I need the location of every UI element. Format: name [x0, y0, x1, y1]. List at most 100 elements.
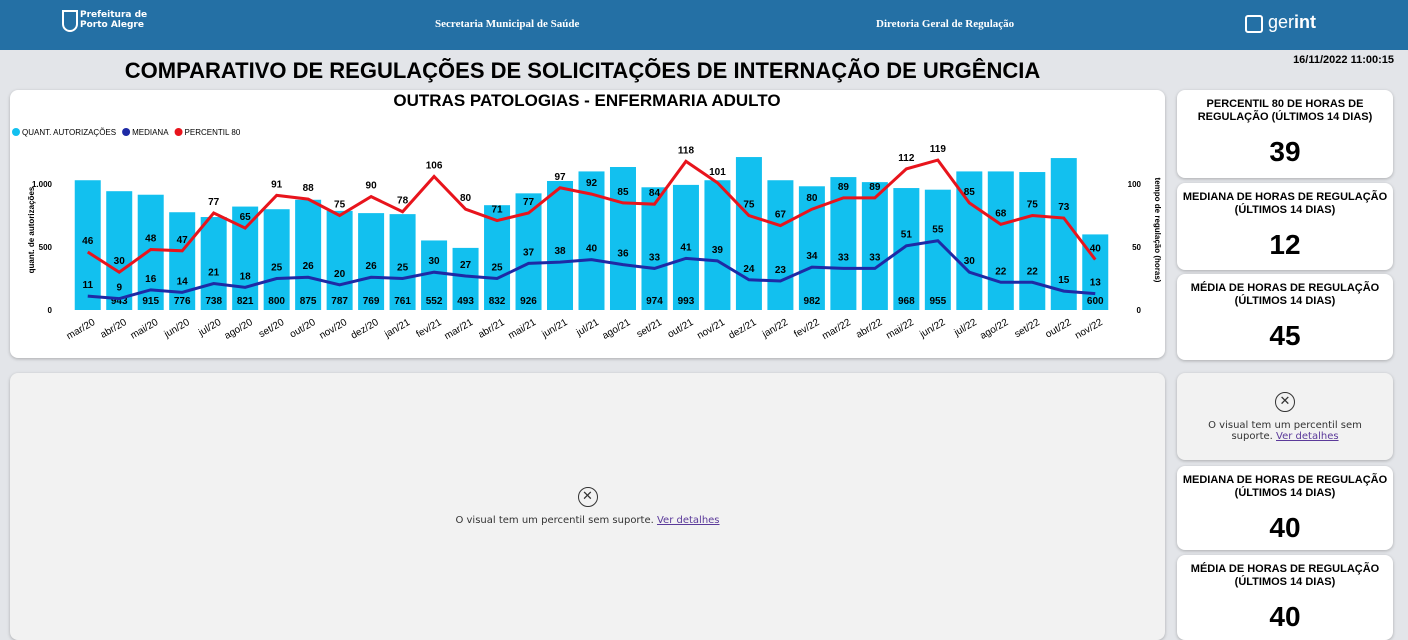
org-name: Prefeitura de	[80, 10, 148, 20]
y2-tick-label: 100	[1128, 180, 1142, 189]
line-label: 30	[429, 256, 441, 267]
line-label: 51	[901, 230, 913, 241]
line-label: 75	[1027, 200, 1039, 211]
line-label: 73	[1058, 202, 1070, 213]
bar-label: 943	[111, 296, 128, 307]
header: Prefeitura de Porto Alegre Secretaria Mun…	[0, 0, 1408, 50]
line-label: 97	[554, 172, 566, 183]
line-label: 41	[680, 242, 692, 253]
x-tick-label: out/22	[1044, 317, 1074, 341]
line-label: 90	[366, 181, 378, 192]
line-label: 40	[586, 244, 598, 255]
line-label: 112	[898, 153, 915, 164]
line-label: 25	[271, 263, 283, 274]
line-label: 37	[523, 247, 535, 258]
card-title: MEDIANA DE HORAS DE REGULAÇÃO (ÚLTIMOS 1…	[1182, 191, 1388, 216]
bar	[295, 199, 322, 310]
brand: gerint	[1268, 12, 1316, 33]
line-label: 24	[743, 264, 755, 275]
line-label: 47	[177, 235, 189, 246]
card-value: 40	[1269, 601, 1301, 632]
bar-label: 821	[237, 296, 254, 307]
line-label: 78	[397, 196, 409, 207]
bar-label: 769	[363, 296, 380, 307]
legend-label: PERCENTIL 80	[185, 128, 241, 137]
bar-label: 800	[268, 296, 285, 307]
x-tick-label: dez/21	[727, 317, 759, 342]
x-tick-label: abr/21	[476, 317, 506, 341]
x-tick-label: out/21	[666, 317, 696, 341]
legend-label: QUANT. AUTORIZAÇÕES	[22, 128, 116, 137]
line-label: 85	[964, 187, 976, 198]
card-value: 40	[1269, 512, 1301, 543]
page-title: COMPARATIVO DE REGULAÇÕES DE SOLICITAÇÕE…	[124, 58, 1041, 83]
line-label: 38	[554, 246, 566, 257]
line-label: 92	[586, 178, 598, 189]
line-label: 16	[145, 274, 157, 285]
error-message: O visual tem um percentil sem suporte.	[455, 515, 654, 526]
error-text: O visual tem um percentil sem suporte. V…	[1197, 420, 1373, 442]
brand-text: int	[1294, 12, 1317, 32]
line	[86, 158, 1097, 275]
line	[87, 239, 1096, 301]
line-label: 23	[775, 265, 787, 276]
bar	[641, 187, 668, 310]
legend-swatch	[12, 128, 20, 136]
line-label: 80	[806, 193, 818, 204]
x-tick-label: mai/20	[129, 317, 161, 342]
line-label: 68	[995, 208, 1007, 219]
line-label: 85	[617, 187, 629, 198]
x-tick-label: set/22	[1013, 317, 1042, 340]
line-label: 33	[869, 252, 881, 263]
line-label: 91	[271, 179, 283, 190]
details-link[interactable]: Ver detalhes	[656, 515, 720, 526]
x-tick-label: mai/21	[507, 317, 539, 342]
bar-label: 875	[300, 296, 317, 307]
bar-label: 993	[678, 296, 695, 307]
x-tick-label: jun/21	[540, 317, 570, 341]
x-tick-label: nov/20	[318, 317, 350, 342]
org-logo: Prefeitura de Porto Alegre	[80, 10, 147, 30]
kpi-card: MÉDIA DE HORAS DE REGULAÇÃO (ÚLTIMOS 14 …	[1177, 555, 1393, 640]
bar	[956, 171, 983, 310]
x-tick-label: fev/21	[414, 317, 443, 340]
x-tick-label: jan/22	[760, 317, 790, 341]
line-label: 25	[397, 263, 409, 274]
line-label: 33	[649, 252, 661, 263]
x-tick-label: jan/21	[382, 317, 412, 341]
bar	[1050, 158, 1077, 310]
legend-label: MEDIANA	[132, 128, 169, 137]
bar	[358, 213, 385, 310]
error-message: O visual tem um percentil sem suporte.	[1208, 419, 1362, 442]
line-label: 30	[964, 256, 976, 267]
kpi-card: PERCENTIL 80 DE HORAS DE REGULAÇÃO (ÚLTI…	[1177, 90, 1393, 178]
line-label: 11	[82, 280, 93, 291]
line-label: 77	[208, 197, 220, 208]
x-tick-label: nov/21	[695, 317, 727, 342]
bar	[74, 180, 101, 310]
line-label: 22	[995, 266, 1007, 277]
line-label: 30	[114, 256, 126, 267]
line-label: 36	[617, 249, 629, 260]
line-label: 14	[177, 276, 189, 287]
bar	[106, 191, 133, 310]
brand-icon	[1245, 15, 1263, 33]
line-label: 119	[930, 144, 947, 155]
x-tick-label: jul/21	[574, 317, 601, 339]
x-tick-label: ago/22	[978, 317, 1010, 342]
card-value: 12	[1269, 229, 1301, 260]
details-link[interactable]: Ver detalhes	[1276, 430, 1339, 442]
bar-label: 982	[804, 296, 821, 307]
line-label: 22	[1027, 266, 1039, 277]
x-tick-label: mai/22	[884, 317, 916, 342]
y2-tick-label: 0	[1137, 306, 1142, 315]
x-tick-label: jul/22	[952, 317, 979, 339]
x-tick-label: nov/22	[1073, 317, 1105, 342]
visual-error: ✕ O visual tem um percentil sem suporte.…	[10, 373, 1165, 640]
line-label: 65	[240, 212, 252, 223]
card-title: MEDIANA DE HORAS DE REGULAÇÃO (ÚLTIMOS 1…	[1182, 474, 1388, 499]
x-tick-label: set/20	[257, 317, 286, 340]
card-value: 39	[1269, 136, 1301, 167]
bar	[200, 217, 227, 310]
bar	[672, 184, 699, 310]
